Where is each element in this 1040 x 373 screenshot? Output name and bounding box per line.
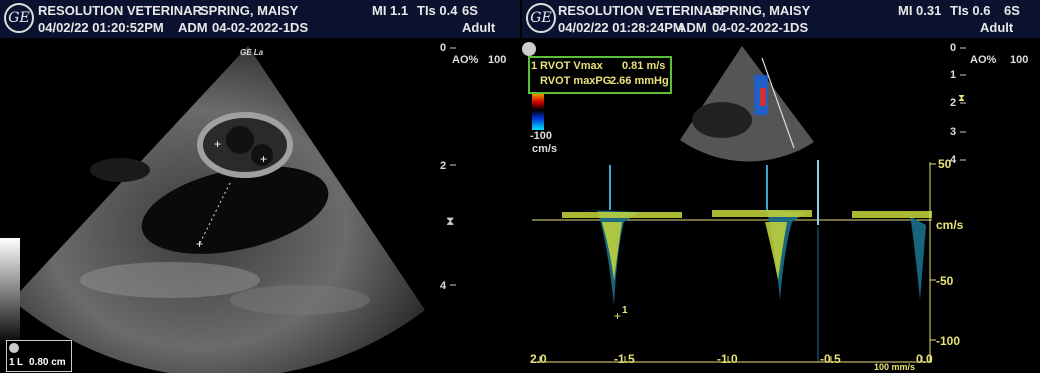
measurement-box: 1 L 0.80 cm bbox=[6, 340, 72, 372]
measurement-box: 1 RVOT Vmax 0.81 m/s RVOT maxPG 2.66 mmH… bbox=[528, 56, 672, 94]
preset-name: Adult bbox=[462, 20, 496, 35]
depth-tick-3: 3 bbox=[950, 126, 957, 138]
operator: ADM bbox=[677, 20, 707, 35]
velocity-tick-neg50: -50 bbox=[936, 274, 954, 288]
measurement-label: L bbox=[17, 357, 24, 368]
facility-name: RESOLUTION VETERINAR bbox=[38, 3, 202, 18]
ao-label: AO% bbox=[970, 54, 997, 66]
depth-tick-2: 2 bbox=[440, 160, 447, 172]
sweep-speed: 100 mm/s bbox=[874, 362, 916, 372]
exam-datetime: 04/02/22 01:28:24PM bbox=[558, 20, 684, 35]
velocity-tick-neg100: -100 bbox=[936, 334, 961, 348]
velocity-unit: cm/s bbox=[936, 218, 964, 232]
color-sector bbox=[680, 46, 814, 162]
ge-logo-icon: GE bbox=[4, 3, 34, 33]
left-atrium-region bbox=[141, 166, 329, 254]
depth-tick-0: 0 bbox=[440, 42, 447, 54]
caliper-marker-icon: + bbox=[214, 137, 221, 151]
record-icon bbox=[522, 42, 536, 56]
measurement-index: 1 bbox=[9, 357, 15, 368]
time-tick-0.0: 0.0 bbox=[916, 352, 933, 366]
patient-name: SPRING, MAISY bbox=[712, 3, 811, 18]
probe-orientation-mark: GE La bbox=[240, 48, 264, 57]
measurement-label: RVOT Vmax bbox=[540, 60, 603, 72]
time-tick-2.0: 2.0 bbox=[530, 352, 547, 366]
preset-name: Adult bbox=[980, 20, 1014, 35]
depth-tick-0: 0 bbox=[950, 42, 957, 54]
measurement-value: 0.81 m/s bbox=[622, 60, 666, 72]
ao-value: 100 bbox=[488, 54, 507, 66]
gate-marker-icon: ⧗ bbox=[958, 93, 965, 104]
velocity-cursor-icon[interactable]: + bbox=[614, 309, 621, 323]
patient-name: SPRING, MAISY bbox=[200, 3, 299, 18]
left-header: GE RESOLUTION VETERINAR SPRING, MAISY 04… bbox=[0, 0, 520, 38]
depth-tick-1: 1 bbox=[950, 69, 957, 81]
color-scale-unit: cm/s bbox=[532, 143, 558, 155]
ge-logo-icon: GE bbox=[526, 3, 556, 33]
thermal-index: TIs 0.4 bbox=[417, 3, 458, 18]
exam-id: 04-02-2022-1DS bbox=[712, 20, 809, 35]
time-tick-neg1.5: -1.5 bbox=[614, 352, 635, 366]
thermal-index: TIs 0.6 bbox=[950, 3, 991, 18]
spectral-area bbox=[532, 162, 932, 362]
right-image-panel: GE RESOLUTION VETERINAR SPRING, MAISY 04… bbox=[522, 0, 1040, 373]
focus-marker-icon: ⧗ bbox=[446, 214, 454, 228]
caliper-marker-icon: + bbox=[260, 152, 267, 166]
mechanical-index: MI 1.1 bbox=[372, 3, 409, 18]
right-header: GE RESOLUTION VETERINAR SPRING, MAISY 04… bbox=[522, 0, 1040, 38]
ao-label: AO% bbox=[452, 54, 479, 66]
caliper-line[interactable] bbox=[199, 182, 231, 244]
measurement-value: 0.80 cm bbox=[29, 357, 66, 368]
record-icon bbox=[9, 343, 19, 353]
grayscale-bar bbox=[0, 238, 20, 346]
depth-tick-4: 4 bbox=[950, 154, 957, 166]
probe-name: 6S bbox=[1004, 3, 1020, 18]
ao-value: 100 bbox=[1010, 54, 1029, 66]
color-scale-min: -100 bbox=[530, 130, 553, 142]
time-tick-neg0.5: -0.5 bbox=[820, 352, 841, 366]
measurement-index: 1 bbox=[531, 60, 538, 72]
exam-datetime: 04/02/22 01:20:52PM bbox=[38, 20, 164, 35]
time-tick-neg1.0: -1.0 bbox=[717, 352, 738, 366]
measurement-label: RVOT maxPG bbox=[540, 75, 612, 87]
facility-name: RESOLUTION VETERINAR bbox=[558, 3, 722, 18]
velocity-tick-50: 50 bbox=[938, 157, 952, 171]
exam-id: 04-02-2022-1DS bbox=[212, 20, 309, 35]
doppler-image: + ⧗ bbox=[532, 46, 966, 363]
bmode-image: + + + ⧗ bbox=[0, 46, 456, 373]
mechanical-index: MI 0.31 bbox=[898, 3, 942, 18]
cursor-label: 1 bbox=[622, 305, 628, 316]
left-image-panel: GE RESOLUTION VETERINAR SPRING, MAISY 04… bbox=[0, 0, 520, 373]
caliper-start-icon[interactable]: + bbox=[196, 237, 203, 251]
probe-name: 6S bbox=[462, 3, 478, 18]
measurement-value: 2.66 mmHg bbox=[610, 75, 669, 87]
depth-tick-4: 4 bbox=[440, 280, 447, 292]
operator: ADM bbox=[178, 20, 208, 35]
doppler-cursor-line[interactable] bbox=[761, 57, 795, 149]
color-scale-bar bbox=[532, 90, 544, 130]
depth-tick-2: 2 bbox=[950, 97, 957, 109]
